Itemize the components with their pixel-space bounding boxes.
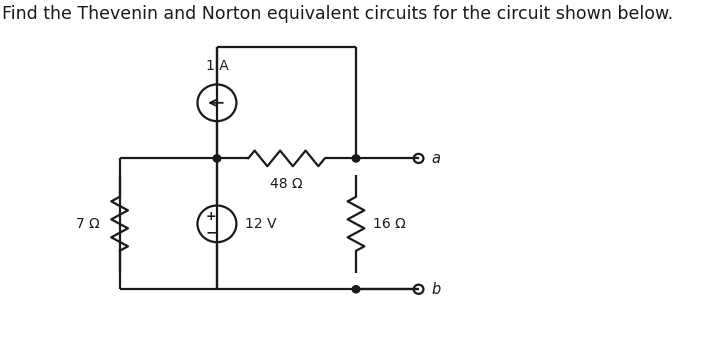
Text: Find the Thevenin and Norton equivalent circuits for the circuit shown below.: Find the Thevenin and Norton equivalent … [2, 5, 673, 23]
Text: b: b [431, 282, 441, 297]
Text: 7 Ω: 7 Ω [76, 217, 100, 231]
Circle shape [352, 155, 360, 162]
Circle shape [213, 155, 221, 162]
Text: +: + [206, 210, 217, 223]
Text: 16 Ω: 16 Ω [374, 217, 406, 231]
Circle shape [352, 286, 360, 293]
Text: a: a [431, 151, 440, 166]
Text: −: − [205, 225, 217, 239]
Text: 48 Ω: 48 Ω [270, 177, 303, 191]
Text: 1 A: 1 A [205, 59, 228, 73]
Text: 12 V: 12 V [245, 217, 276, 231]
